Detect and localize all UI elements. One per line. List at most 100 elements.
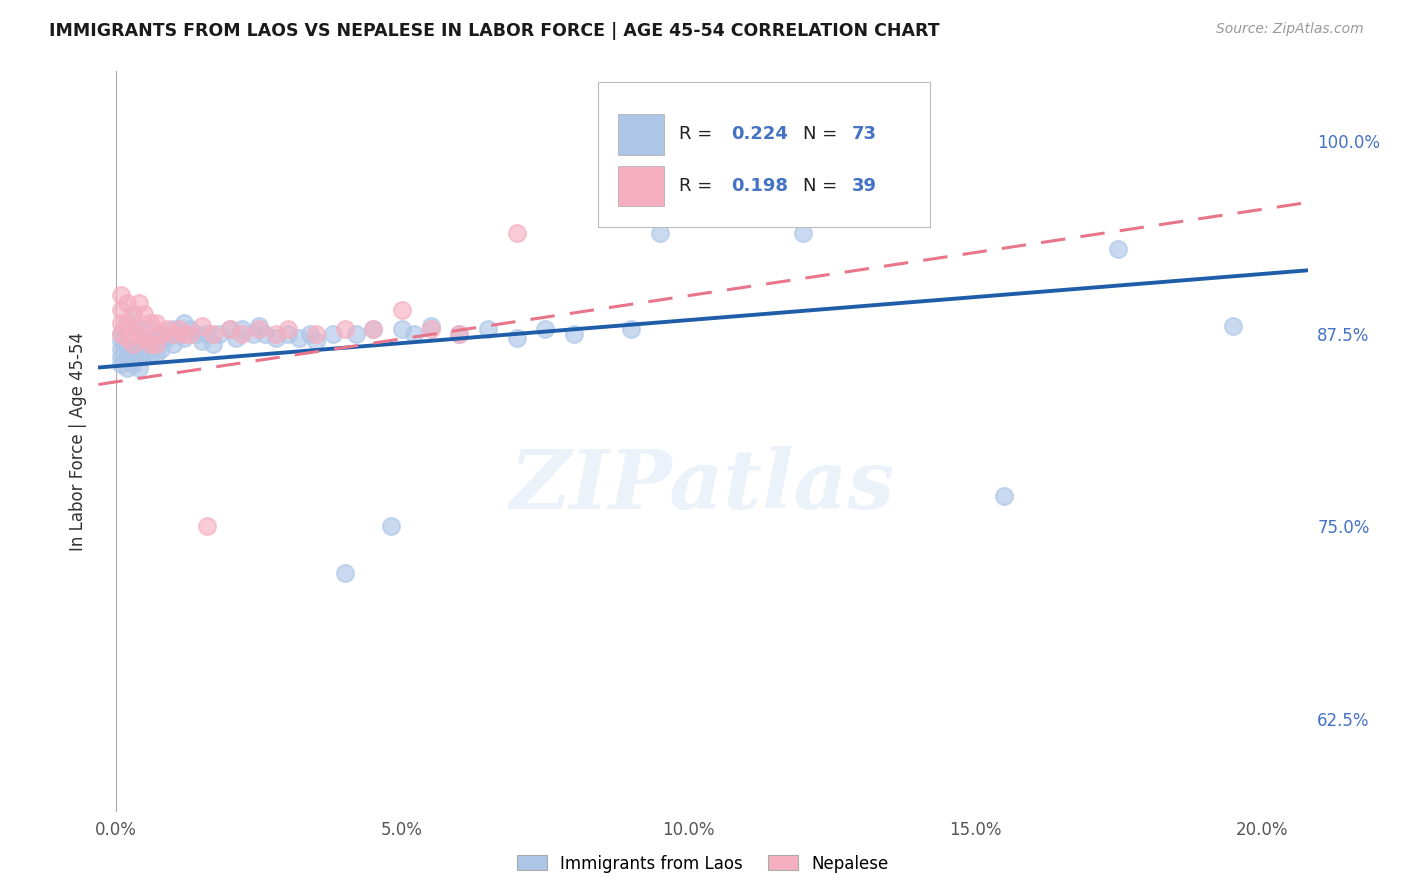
Point [115, 360, 138, 375]
Point [128, 326, 150, 341]
FancyBboxPatch shape [619, 166, 664, 206]
Point [225, 331, 247, 345]
Point [363, 322, 385, 336]
Point [380, 519, 402, 533]
Legend: Immigrants from Laos, Nepalese: Immigrants from Laos, Nepalese [510, 848, 896, 880]
Point [219, 322, 242, 336]
Point [277, 322, 299, 336]
Point [162, 337, 184, 351]
Point [110, 316, 132, 330]
FancyBboxPatch shape [598, 82, 931, 227]
Point [506, 227, 529, 241]
Point [402, 326, 425, 341]
Point [134, 331, 156, 345]
FancyBboxPatch shape [619, 114, 664, 154]
Point [231, 326, 253, 341]
Text: 39: 39 [852, 178, 877, 195]
Point [110, 326, 132, 341]
Point [288, 331, 311, 345]
Point [792, 227, 814, 241]
Point [110, 350, 132, 364]
Point [219, 322, 242, 336]
Point [322, 326, 344, 341]
Point [134, 334, 156, 349]
Point [179, 322, 201, 336]
Text: IMMIGRANTS FROM LAOS VS NEPALESE IN LABOR FORCE | AGE 45-54 CORRELATION CHART: IMMIGRANTS FROM LAOS VS NEPALESE IN LABO… [49, 22, 939, 40]
Point [134, 346, 156, 360]
Point [110, 288, 132, 302]
Point [110, 326, 132, 341]
Point [167, 326, 190, 341]
Point [110, 334, 132, 349]
Point [121, 322, 143, 336]
Point [121, 358, 143, 372]
Point [115, 316, 138, 330]
Point [173, 326, 195, 341]
Point [145, 316, 167, 330]
Point [128, 326, 150, 341]
Point [128, 360, 150, 375]
Text: 0.224: 0.224 [731, 125, 787, 144]
Point [115, 316, 138, 330]
Point [344, 326, 367, 341]
Text: Source: ZipAtlas.com: Source: ZipAtlas.com [1216, 22, 1364, 37]
Point [134, 322, 156, 336]
Point [121, 334, 143, 349]
Point [139, 316, 162, 330]
Point [121, 346, 143, 360]
Point [121, 306, 143, 320]
Point [1222, 318, 1244, 333]
Point [449, 326, 471, 341]
Point [139, 322, 162, 336]
Point [156, 331, 179, 345]
Point [134, 306, 156, 320]
Point [419, 322, 441, 336]
Point [150, 342, 173, 356]
Point [363, 322, 385, 336]
Point [167, 322, 190, 336]
Point [264, 326, 287, 341]
Point [231, 322, 253, 336]
Point [202, 337, 225, 351]
Point [190, 334, 212, 349]
Point [145, 331, 167, 345]
Point [162, 322, 184, 336]
Point [110, 358, 132, 372]
Text: R =: R = [679, 178, 718, 195]
Point [179, 326, 201, 341]
Point [506, 331, 529, 345]
Point [121, 337, 143, 351]
Point [195, 519, 218, 533]
Point [247, 318, 270, 333]
Point [145, 346, 167, 360]
Y-axis label: In Labor Force | Age 45-54: In Labor Force | Age 45-54 [69, 332, 87, 551]
Point [121, 322, 143, 336]
Point [110, 342, 132, 356]
Point [333, 566, 356, 580]
Point [115, 350, 138, 364]
Point [162, 326, 184, 341]
Point [208, 326, 231, 341]
Point [534, 322, 557, 336]
Point [110, 303, 132, 318]
Point [305, 326, 328, 341]
Point [128, 350, 150, 364]
Point [115, 326, 138, 341]
Point [139, 337, 162, 351]
Point [145, 337, 167, 351]
Point [449, 326, 471, 341]
Point [277, 326, 299, 341]
Point [128, 295, 150, 310]
Point [1107, 242, 1129, 256]
Text: 73: 73 [852, 125, 877, 144]
Text: R =: R = [679, 125, 718, 144]
Point [264, 331, 287, 345]
Text: ZIPatlas: ZIPatlas [510, 446, 896, 526]
Point [648, 227, 671, 241]
Point [115, 331, 138, 345]
Text: N =: N = [803, 178, 844, 195]
Point [173, 331, 195, 345]
Point [247, 322, 270, 336]
Point [305, 334, 328, 349]
Point [121, 306, 143, 320]
